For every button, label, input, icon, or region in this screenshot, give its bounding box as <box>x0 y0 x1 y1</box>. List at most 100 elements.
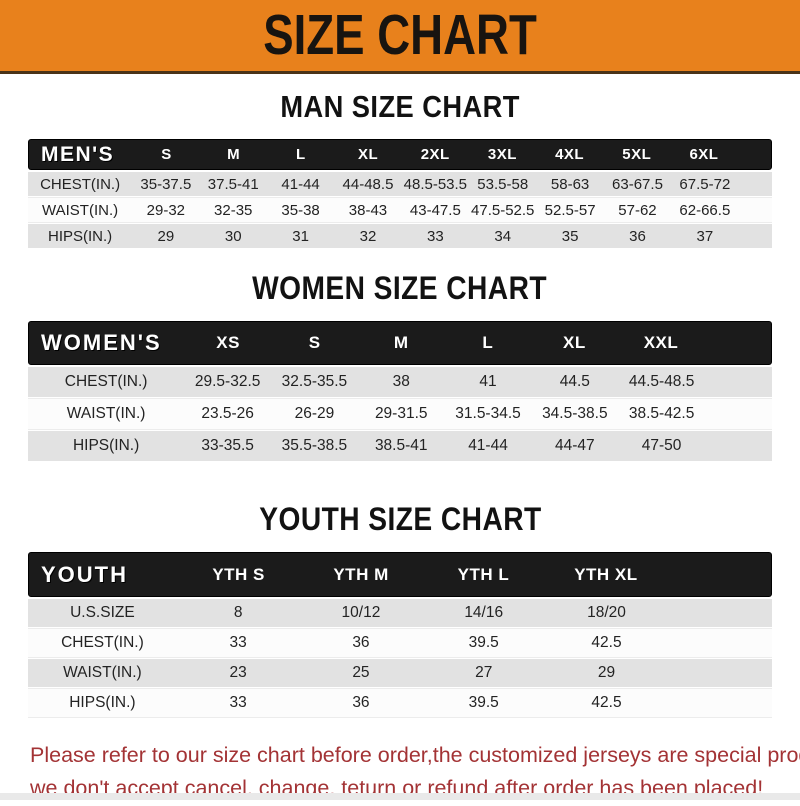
men-row-2-value-1: 30 <box>224 227 242 245</box>
men-column-header-1: M <box>227 146 241 163</box>
women-size-chart-heading: WOMEN SIZE CHART <box>252 270 548 306</box>
youth-size-table: YOUTH YTH S YTH M YTH L YTH XL U.S.SIZE 8 10/1… <box>28 552 772 717</box>
women-table-label: WOMEN'S <box>41 330 162 355</box>
men-column-header-3: XL <box>357 146 379 163</box>
men-row-1-value-4: 43-47.5 <box>409 201 461 219</box>
women-row-2-value-2: 38.5-41 <box>374 437 428 454</box>
women-column-header-4: XL <box>563 333 586 352</box>
youth-row-0-value-0: 8 <box>233 604 243 621</box>
men-row-2-value-3: 32 <box>359 227 377 245</box>
youth-row-label-0: U.S.SIZE <box>70 604 135 621</box>
banner-title: SIZE CHART <box>263 3 537 67</box>
men-row-0-value-6: 58-63 <box>550 175 590 193</box>
youth-row-3-value-2: 39.5 <box>468 694 499 711</box>
men-row-0-value-1: 37.5-41 <box>207 175 259 193</box>
bottom-edge-strip <box>0 793 800 800</box>
youth-row-2-value-3: 29 <box>597 664 616 681</box>
youth-row-label-1: CHEST(IN.) <box>61 634 144 651</box>
women-row-2-value-4: 44-47 <box>554 437 595 454</box>
women-row-2-value-3: 41-44 <box>468 437 508 454</box>
women-row-0-value-5: 44.5-48.5 <box>628 373 695 390</box>
women-column-header-0: XS <box>216 333 240 352</box>
youth-row-2-value-2: 27 <box>475 664 493 681</box>
men-row-2-value-6: 35 <box>561 227 579 245</box>
men-column-header-6: 4XL <box>555 146 585 163</box>
men-row-1-value-3: 38-43 <box>348 201 388 219</box>
men-row-0-value-2: 41-44 <box>281 175 320 193</box>
youth-row-0-value-1: 10/12 <box>341 604 381 621</box>
youth-table-header-bar: YOUTH YTH S YTH M YTH L YTH XL <box>28 552 772 597</box>
men-row-1-value-8: 62-66.5 <box>679 201 731 219</box>
youth-row-label-3: HIPS(IN.) <box>69 694 136 711</box>
women-size-table: WOMEN'S XS S M L XL XXL CHEST(IN.) 29.5-32.5 32.… <box>28 321 772 461</box>
youth-column-header-0: YTH S <box>212 564 265 584</box>
men-column-header-8: 6XL <box>689 146 719 163</box>
women-row-label-2: HIPS(IN.) <box>72 437 140 454</box>
men-row-1: WAIST(IN.) 29-32 32-35 35-38 38-43 43-47.5 47.… <box>28 198 772 222</box>
youth-row-3-value-3: 42.5 <box>591 694 622 711</box>
women-row-0-value-3: 41 <box>479 373 497 390</box>
men-row-2-value-0: 29 <box>157 227 175 245</box>
women-column-header-5: XXL <box>643 333 679 352</box>
men-row-0: CHEST(IN.) 35-37.5 37.5-41 41-44 44-48.5 48.5… <box>28 172 772 196</box>
women-row-1-value-0: 23.5-26 <box>201 405 254 422</box>
women-column-header-2: M <box>393 333 409 352</box>
youth-row-0-value-3: 18/20 <box>587 604 626 621</box>
youth-row-2-value-0: 23 <box>229 664 247 681</box>
men-row-0-value-7: 63-67.5 <box>612 175 663 193</box>
women-row-1-value-4: 34.5-38.5 <box>542 405 608 422</box>
youth-row-1-value-1: 36 <box>352 634 370 651</box>
order-notice-line-2: we don't accept cancel, change, teturn o… <box>30 776 764 801</box>
men-row-1-value-6: 52.5-57 <box>544 201 596 219</box>
youth-table-label: YOUTH <box>41 561 128 587</box>
men-column-header-0: S <box>161 146 172 163</box>
order-notice-line-1: Please refer to our size chart before or… <box>30 743 800 767</box>
men-table-header-bar: MEN'S S M L XL 2XL 3XL 4XL 5XL 6XL <box>28 139 772 170</box>
youth-column-header-2: YTH L <box>457 564 510 584</box>
youth-row-label-2: WAIST(IN.) <box>63 664 142 681</box>
women-column-header-1: S <box>308 333 321 352</box>
men-row-label-1: WAIST(IN.) <box>42 201 119 219</box>
men-row-0-value-3: 44-48.5 <box>342 175 394 193</box>
youth-row-1-value-2: 39.5 <box>468 634 499 651</box>
men-row-label-2: HIPS(IN.) <box>47 227 113 245</box>
youth-row-1: CHEST(IN.) 33 36 39.5 42.5 <box>28 629 772 657</box>
women-row-0-value-1: 32.5-35.5 <box>281 373 348 390</box>
men-row-1-value-2: 35-38 <box>281 201 320 219</box>
men-row-0-value-4: 48.5-53.5 <box>403 175 468 193</box>
youth-row-3: HIPS(IN.) 33 36 39.5 42.5 <box>28 689 772 717</box>
youth-column-header-3: YTH XL <box>574 564 638 584</box>
women-row-label-0: CHEST(IN.) <box>64 373 148 390</box>
youth-column-header-1: YTH M <box>333 564 389 584</box>
men-row-2-value-2: 31 <box>292 227 309 245</box>
men-table-label: MEN'S <box>41 142 115 166</box>
women-row-0: CHEST(IN.) 29.5-32.5 32.5-35.5 38 41 44.5 44.5… <box>28 367 772 397</box>
youth-row-1-value-0: 33 <box>229 634 247 651</box>
men-size-table: MEN'S S M L XL 2XL 3XL 4XL 5XL 6XL CHEST(IN.) 35-3… <box>28 139 772 248</box>
women-row-1-value-3: 31.5-34.5 <box>455 405 521 422</box>
women-row-2-value-1: 35.5-38.5 <box>281 437 348 454</box>
order-notice: Please refer to our size chart before or… <box>30 739 800 806</box>
youth-row-3-value-1: 36 <box>352 694 370 711</box>
men-row-1-value-5: 47.5-52.5 <box>471 201 535 219</box>
youth-row-1-value-3: 42.5 <box>591 634 622 651</box>
men-row-1-value-0: 29-32 <box>146 201 186 219</box>
men-row-2-value-5: 34 <box>494 227 512 245</box>
women-row-2-value-0: 33-35.5 <box>201 437 254 454</box>
youth-row-0: U.S.SIZE 8 10/12 14/16 18/20 <box>28 599 772 627</box>
women-table-header-bar: WOMEN'S XS S M L XL XXL <box>28 321 772 365</box>
men-column-header-5: 3XL <box>487 146 517 163</box>
youth-size-chart-heading: YOUTH SIZE CHART <box>258 501 542 537</box>
women-column-header-3: L <box>482 333 494 352</box>
youth-row-0-value-2: 14/16 <box>464 604 504 621</box>
men-row-2-value-7: 36 <box>629 227 646 245</box>
women-row-label-1: WAIST(IN.) <box>66 405 146 422</box>
women-row-1-value-5: 38.5-42.5 <box>628 405 695 422</box>
men-row-1-value-7: 57-62 <box>618 201 657 219</box>
men-row-1-value-1: 32-35 <box>214 201 253 219</box>
size-chart-banner: SIZE CHART <box>0 0 800 74</box>
women-row-2-value-5: 47-50 <box>641 437 682 454</box>
women-row-1-value-2: 29-31.5 <box>374 405 428 422</box>
women-row-0-value-2: 38 <box>392 373 410 390</box>
youth-row-3-value-0: 33 <box>229 694 247 711</box>
